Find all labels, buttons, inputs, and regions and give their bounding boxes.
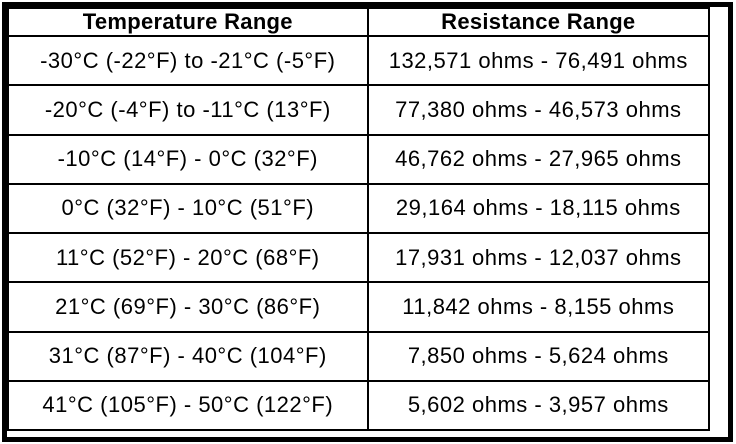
temperature-range-cell: 21°C (69°F) - 30°C (86°F) (7, 281, 369, 333)
header-row: Temperature Range Resistance Range (7, 7, 711, 37)
temperature-range-cell: 31°C (87°F) - 40°C (104°F) (7, 330, 369, 382)
temperature-range-cell: 11°C (52°F) - 20°C (68°F) (7, 231, 369, 284)
temperature-range-cell: 0°C (32°F) - 10°C (51°F) (7, 182, 369, 235)
resistance-range-cell: 11,842 ohms - 8,155 ohms (366, 281, 711, 333)
resistance-range-cell: 29,164 ohms - 18,115 ohms (366, 182, 711, 235)
col-header-resistance: Resistance Range (366, 7, 711, 37)
table-row: 41°C (105°F) - 50°C (122°F) 5,602 ohms -… (7, 379, 711, 432)
table-row: -20°C (-4°F) to -11°C (13°F) 77,380 ohms… (7, 84, 711, 136)
resistance-range-cell: 7,850 ohms - 5,624 ohms (366, 330, 711, 382)
resistance-range-cell: 46,762 ohms - 27,965 ohms (366, 133, 711, 185)
table-row: 0°C (32°F) - 10°C (51°F) 29,164 ohms - 1… (7, 182, 711, 235)
table-row: -10°C (14°F) - 0°C (32°F) 46,762 ohms - … (7, 133, 711, 185)
table-row: 21°C (69°F) - 30°C (86°F) 11,842 ohms - … (7, 281, 711, 333)
col-header-temperature: Temperature Range (7, 7, 369, 37)
table-row: -30°C (-22°F) to -21°C (-5°F) 132,571 oh… (7, 34, 711, 87)
temperature-resistance-table: Temperature Range Resistance Range -30°C… (7, 7, 711, 432)
temperature-range-cell: 41°C (105°F) - 50°C (122°F) (7, 379, 369, 432)
resistance-range-cell: 132,571 ohms - 76,491 ohms (366, 34, 711, 87)
resistance-range-cell: 17,931 ohms - 12,037 ohms (366, 231, 711, 284)
resistance-range-cell: 77,380 ohms - 46,573 ohms (366, 84, 711, 136)
resistance-range-cell: 5,602 ohms - 3,957 ohms (366, 379, 711, 432)
temperature-range-cell: -30°C (-22°F) to -21°C (-5°F) (7, 34, 369, 87)
temperature-range-cell: -20°C (-4°F) to -11°C (13°F) (7, 84, 369, 136)
table-row: 31°C (87°F) - 40°C (104°F) 7,850 ohms - … (7, 330, 711, 382)
table-row: 11°C (52°F) - 20°C (68°F) 17,931 ohms - … (7, 231, 711, 284)
temperature-range-cell: -10°C (14°F) - 0°C (32°F) (7, 133, 369, 185)
